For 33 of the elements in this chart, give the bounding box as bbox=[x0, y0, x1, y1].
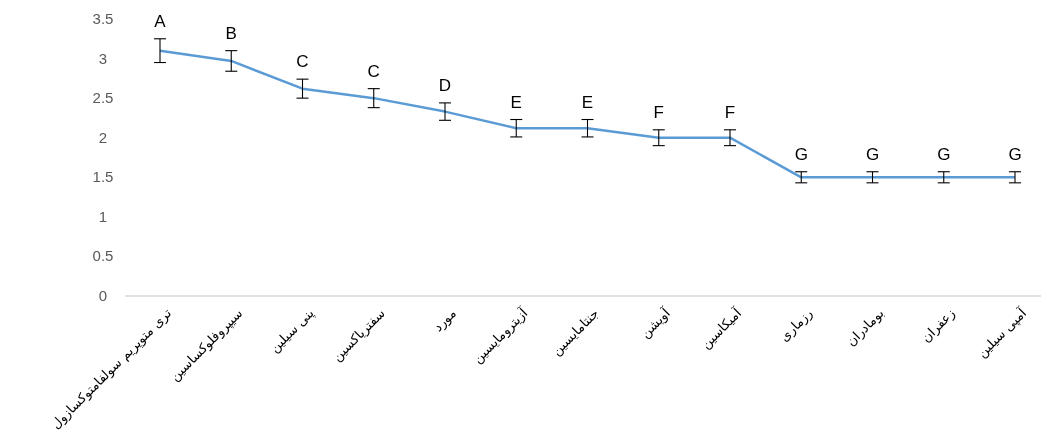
x-tick-label: سفتریاکسین bbox=[329, 305, 389, 365]
annotation: A bbox=[154, 11, 167, 31]
x-tick-label: بومادران bbox=[843, 305, 888, 350]
annotation: G bbox=[1008, 144, 1022, 164]
annotation: F bbox=[653, 102, 664, 122]
y-tick-label: 0 bbox=[98, 287, 108, 304]
y-tick-label: 2.5 bbox=[92, 89, 114, 107]
y-tick-label: 1 bbox=[98, 207, 108, 225]
x-tick-label: آویشن bbox=[636, 303, 675, 342]
annotation: D bbox=[438, 75, 452, 95]
y-tick-label: 0.5 bbox=[92, 247, 114, 265]
annotation: B bbox=[225, 23, 237, 43]
annotation: F bbox=[724, 102, 736, 122]
annotation: G bbox=[865, 144, 880, 164]
y-tick-label: 3 bbox=[98, 49, 108, 67]
x-tick-label: پنی سیلین bbox=[266, 305, 318, 357]
annotation: G bbox=[794, 144, 808, 164]
x-tick-label: تری متوپریم سولفامتوکسازول bbox=[48, 305, 176, 432]
x-tick-label: زعفران bbox=[918, 305, 959, 346]
x-tick-label: آمپی سیلین bbox=[973, 303, 1031, 361]
x-tick-label: آمیکاسین bbox=[697, 303, 746, 353]
annotation: G bbox=[937, 144, 951, 164]
annotation: C bbox=[367, 61, 380, 81]
y-tick-label: 3.5 bbox=[92, 10, 114, 27]
y-tick-label: 1.5 bbox=[92, 168, 114, 186]
annotation: E bbox=[510, 92, 522, 112]
annotation: E bbox=[581, 92, 594, 112]
x-tick-label: رزماری bbox=[776, 305, 817, 346]
x-tick-label: آزیترومایسین bbox=[468, 303, 533, 367]
x-tick-label: مورد bbox=[430, 305, 460, 336]
annotation: C bbox=[296, 52, 309, 72]
y-tick-label: 2 bbox=[98, 128, 108, 146]
x-tick-label: جنتامایسین bbox=[548, 305, 603, 360]
